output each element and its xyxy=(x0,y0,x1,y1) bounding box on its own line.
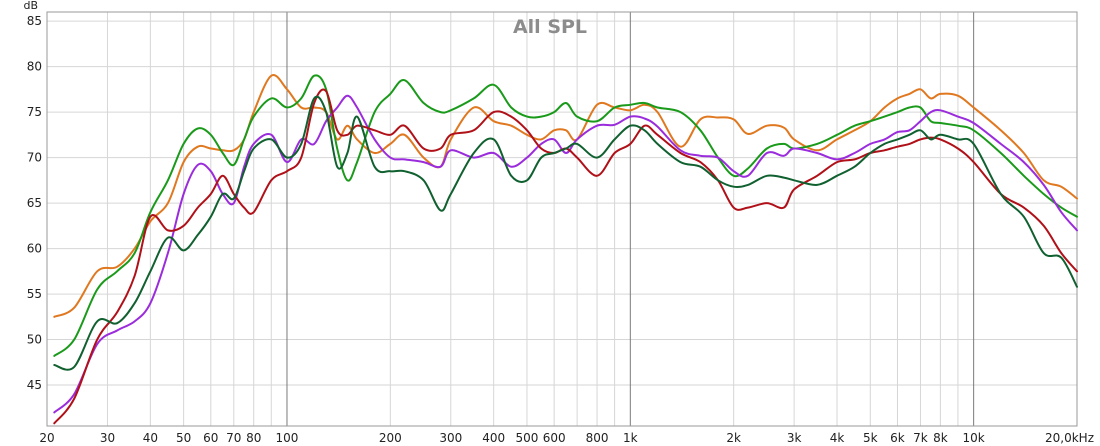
x-tick-label: 50 xyxy=(176,431,191,445)
y-tick-label: 50 xyxy=(27,333,42,347)
x-tick-label: 1k xyxy=(623,431,638,445)
series-line-2 xyxy=(53,74,1078,357)
y-tick-label: 55 xyxy=(27,287,42,301)
x-tick-label: 70 xyxy=(226,431,241,445)
x-tick-label: 800 xyxy=(586,431,609,445)
x-tick-label: 20,0kHz xyxy=(1045,431,1094,445)
x-tick-label: 300 xyxy=(439,431,462,445)
x-tick-label: 5k xyxy=(863,431,878,445)
series-line-4 xyxy=(53,88,1078,425)
y-tick-label: 60 xyxy=(27,242,42,256)
x-tick-label: 7k xyxy=(913,431,928,445)
y-tick-label: 85 xyxy=(27,14,42,28)
x-tick-label: 10k xyxy=(963,431,985,445)
chart-title: All SPL xyxy=(513,16,587,38)
x-tick-label: 600 xyxy=(543,431,566,445)
y-tick-label: 75 xyxy=(27,105,42,119)
x-tick-label: 100 xyxy=(276,431,299,445)
x-tick-label: 30 xyxy=(100,431,115,445)
x-tick-label: 3k xyxy=(787,431,802,445)
series-line-1 xyxy=(53,74,1078,318)
y-tick-labels: 45 50 55 60 65 70 75 80 85 xyxy=(27,14,42,392)
x-tick-labels: 20 30 40 50 60 70 80 100 200 300 400 500 600 800 1k 2k 3… xyxy=(39,431,1094,445)
major-grid xyxy=(286,12,975,426)
series-line-3 xyxy=(53,94,1078,414)
x-tick-label: 200 xyxy=(379,431,402,445)
plot-frame xyxy=(46,11,1078,427)
minor-grid xyxy=(46,12,1078,426)
x-tick-label: 8k xyxy=(933,431,948,445)
x-tick-label: 60 xyxy=(203,431,218,445)
x-tick-label: 20 xyxy=(39,431,54,445)
x-tick-label: 4k xyxy=(830,431,845,445)
y-axis-unit: dB xyxy=(23,0,38,12)
y-tick-label: 80 xyxy=(27,60,42,74)
y-tick-label: 45 xyxy=(27,378,42,392)
series-lines xyxy=(53,74,1078,425)
x-tick-label: 400 xyxy=(482,431,505,445)
y-tick-label: 65 xyxy=(27,196,42,210)
x-tick-label: 6k xyxy=(890,431,905,445)
x-tick-label: 500 xyxy=(516,431,539,445)
series-line-5 xyxy=(53,95,1078,371)
x-tick-label: 80 xyxy=(246,431,261,445)
x-tick-label: 40 xyxy=(143,431,158,445)
y-tick-label: 70 xyxy=(27,151,42,165)
x-tick-label: 2k xyxy=(726,431,741,445)
